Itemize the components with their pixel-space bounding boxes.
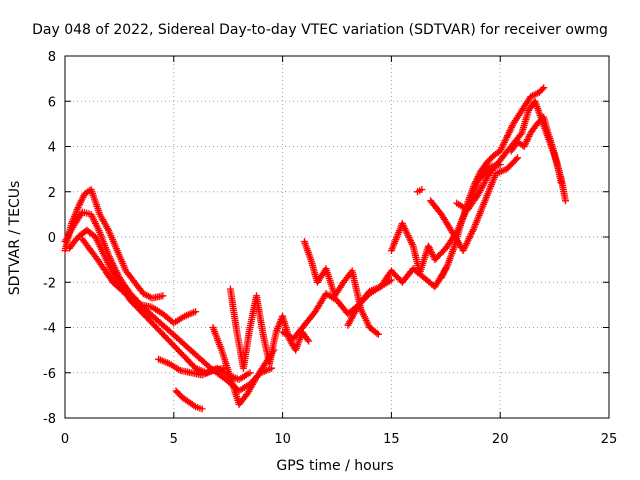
data-point <box>304 336 312 344</box>
x-tick-label: 15 <box>383 432 400 447</box>
data-point <box>557 179 565 187</box>
y-tick-label: 2 <box>48 186 56 201</box>
y-tick-label: -4 <box>43 322 56 337</box>
x-tick-label: 10 <box>274 432 291 447</box>
data-point <box>305 337 313 345</box>
y-axis-label: SDTVAR / TECUs <box>7 181 23 296</box>
grid-lines <box>65 56 609 418</box>
x-tick-label: 0 <box>61 432 69 447</box>
data-point <box>540 84 548 92</box>
y-tick-label: -8 <box>43 412 56 427</box>
data-point <box>562 197 569 205</box>
y-tick-label: 8 <box>48 50 56 65</box>
data-point <box>192 308 200 316</box>
y-tick-label: -2 <box>43 276 56 291</box>
data-point <box>159 292 167 300</box>
data-point <box>246 369 254 377</box>
data-point <box>514 154 522 162</box>
x-tick-label: 5 <box>170 432 178 447</box>
data-point <box>424 242 432 250</box>
data-point <box>198 405 206 413</box>
x-tick-label: 20 <box>492 432 509 447</box>
y-tick-label: 4 <box>48 141 56 156</box>
data-point <box>538 85 546 93</box>
data-point <box>512 155 520 163</box>
x-axis-label: GPS time / hours <box>276 458 393 474</box>
y-tick-label: 0 <box>48 231 56 246</box>
x-tick-label: 25 <box>601 432 618 447</box>
y-tick-labels: -8 -6 -4 -2 0 2 4 6 8 <box>43 50 56 427</box>
y-tick-label: 6 <box>48 95 56 110</box>
data-points <box>61 84 569 413</box>
data-point <box>418 186 426 193</box>
data-point <box>268 364 276 372</box>
chart-title: Day 048 of 2022, Sidereal Day-to-day VTE… <box>32 22 608 38</box>
data-point <box>373 329 381 337</box>
x-tick-labels: 0 5 10 15 20 25 <box>61 432 617 447</box>
y-tick-label: -6 <box>43 367 56 382</box>
data-point <box>387 276 395 284</box>
data-point <box>374 330 382 338</box>
